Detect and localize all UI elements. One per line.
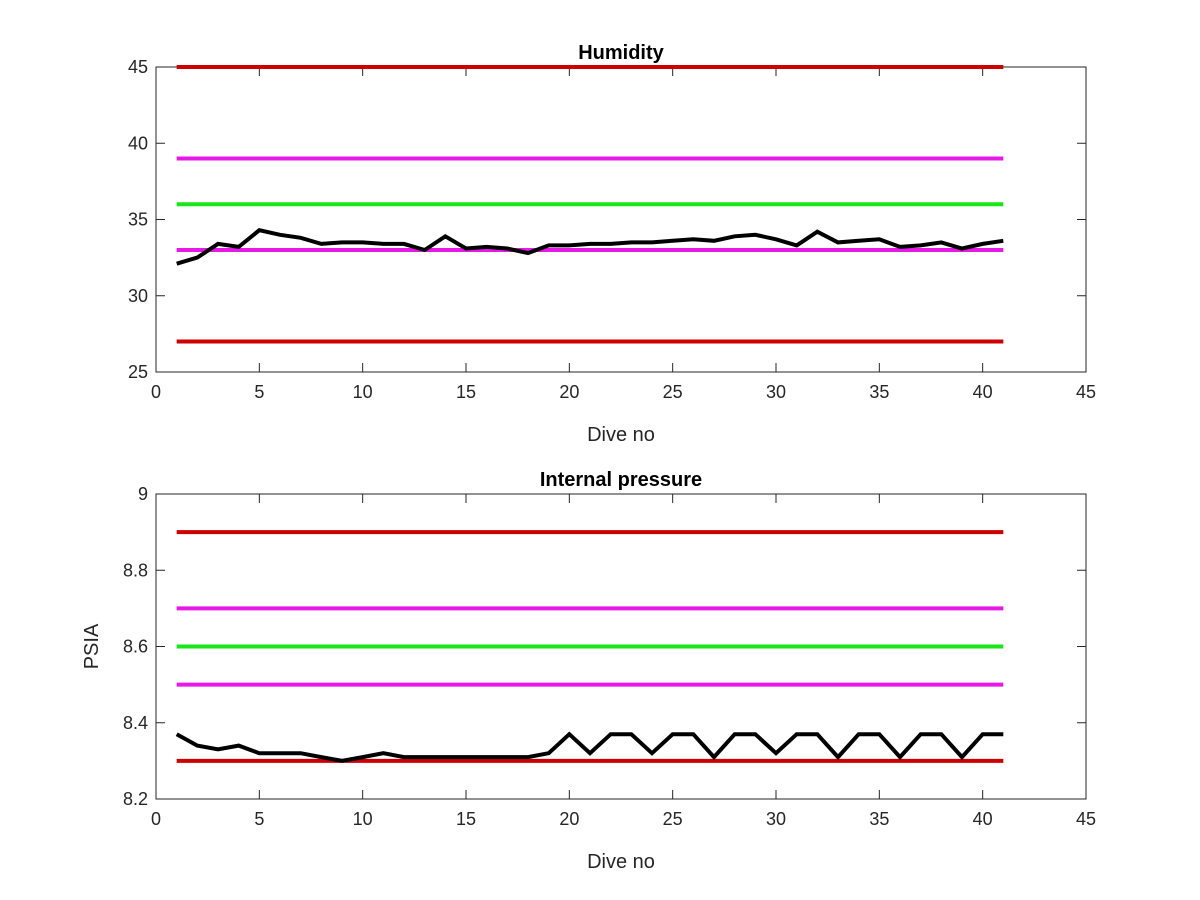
- internal-pressure-chart: 0 5 10 15 20 25 30 35 40 45 8.2 8.4 8.6 8.8 9 Internal …: [81, 469, 1096, 873]
- x-tick-label: 25: [663, 809, 683, 829]
- plot-area: [155, 66, 1087, 373]
- y-tick-label: 8.2: [123, 789, 148, 809]
- data-series-line: [175, 731, 1004, 763]
- x-tick-label: 20: [559, 809, 579, 829]
- x-tick-label: 45: [1076, 809, 1096, 829]
- y-axis-label: PSIA: [81, 623, 103, 669]
- y-tick-label: 30: [128, 286, 148, 306]
- x-tick-label: 0: [151, 382, 161, 402]
- chart-title: Humidity: [578, 42, 664, 64]
- y-tick-label: 45: [128, 57, 148, 77]
- x-tick-label: 40: [973, 382, 993, 402]
- x-tick-label: 0: [151, 809, 161, 829]
- x-tick-label: 30: [766, 382, 786, 402]
- y-tick-label: 25: [128, 362, 148, 382]
- x-tick-label: 5: [254, 382, 264, 402]
- x-tick-label: 25: [663, 382, 683, 402]
- chart-title: Internal pressure: [540, 469, 702, 491]
- x-axis-label: Dive no: [587, 851, 655, 873]
- x-tick-label: 5: [254, 809, 264, 829]
- y-tick-label: 35: [128, 210, 148, 230]
- x-tick-label: 35: [869, 382, 889, 402]
- humidity-chart: 0 5 10 15 20 25 30 35 40 45 25 30 35 40 45 Humidity Dive…: [128, 42, 1096, 446]
- x-tick-label: 10: [353, 382, 373, 402]
- y-tick-label: 40: [128, 133, 148, 153]
- x-tick-label: 20: [559, 382, 579, 402]
- y-tick-label: 8.6: [123, 637, 148, 657]
- x-tick-label: 10: [353, 809, 373, 829]
- x-axis-label: Dive no: [587, 424, 655, 446]
- x-tick-label: 40: [973, 809, 993, 829]
- y-tick-label: 8.4: [123, 713, 148, 733]
- x-tick-label: 15: [456, 809, 476, 829]
- y-tick-label: 9: [138, 484, 148, 504]
- x-tick-label: 45: [1076, 382, 1096, 402]
- y-tick-label: 8.8: [123, 560, 148, 580]
- data-series-line: [176, 228, 1004, 266]
- x-tick-label: 35: [869, 809, 889, 829]
- x-tick-label: 30: [766, 809, 786, 829]
- x-tick-label: 15: [456, 382, 476, 402]
